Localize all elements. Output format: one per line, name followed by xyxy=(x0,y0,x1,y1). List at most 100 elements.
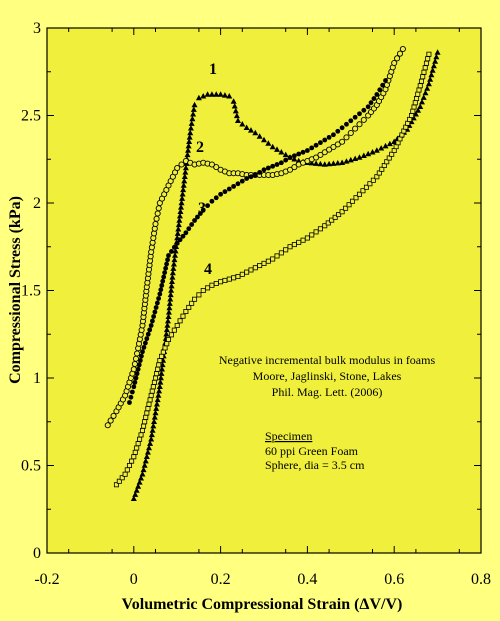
series-4-point xyxy=(162,345,168,351)
series-3-point xyxy=(257,169,263,175)
series-1-point xyxy=(230,98,237,104)
series-4-point xyxy=(261,260,267,266)
series-4-point xyxy=(171,327,177,333)
series-4-point xyxy=(412,100,418,106)
series-1-point xyxy=(178,199,185,206)
series-1-point xyxy=(175,226,182,232)
series-4-point xyxy=(139,427,145,433)
series-4-point xyxy=(414,96,420,102)
series-1-point xyxy=(144,449,151,455)
series-4-point xyxy=(418,78,424,84)
series-2-point xyxy=(356,121,363,128)
series-1-point xyxy=(141,462,148,468)
series-4-point xyxy=(353,195,359,201)
series-1-point xyxy=(428,71,435,78)
series-2-point xyxy=(399,45,406,53)
series-1-point xyxy=(386,140,393,147)
series-3-point xyxy=(287,155,293,160)
series-4-point xyxy=(287,244,293,250)
series-4-point xyxy=(180,313,186,319)
series-2-point xyxy=(110,412,117,419)
series-4-point xyxy=(157,357,163,363)
series-3-point xyxy=(169,249,174,254)
series-4-point xyxy=(132,449,138,455)
series-4-point xyxy=(135,441,141,447)
series-1-point xyxy=(181,177,188,184)
series-1-point xyxy=(187,125,194,131)
series-4-point xyxy=(410,108,416,114)
series-4-point xyxy=(239,271,245,277)
y-tick-label: 0 xyxy=(33,545,41,562)
series-1-point xyxy=(412,111,419,117)
series-1-point xyxy=(171,256,178,263)
series-2-point xyxy=(326,146,333,153)
series-4-point xyxy=(183,308,189,314)
series-3-point xyxy=(371,96,377,101)
series-2-point xyxy=(152,220,159,228)
series-3-point xyxy=(159,283,165,288)
series-2-point xyxy=(313,154,320,161)
plot-area xyxy=(47,28,481,553)
series-1-point xyxy=(334,159,341,166)
series-1-point xyxy=(155,392,162,398)
series-2-point xyxy=(134,350,141,357)
series-1-point xyxy=(282,151,289,158)
series-1-point xyxy=(166,300,173,306)
series-1-point xyxy=(165,309,172,315)
series-3-point xyxy=(209,198,215,204)
series-3-point xyxy=(140,349,145,355)
series-3-point xyxy=(235,181,241,187)
series-2-point xyxy=(352,125,359,132)
series-4-point xyxy=(149,388,155,394)
series-3-point xyxy=(222,189,228,195)
series-3-point xyxy=(163,265,169,271)
series-4-point xyxy=(218,279,224,285)
series-1-point xyxy=(417,103,424,109)
series-2-point xyxy=(208,161,215,168)
series-3-point xyxy=(300,149,306,155)
series-4-point xyxy=(425,56,431,62)
series-4-point xyxy=(156,362,162,368)
series-4-point xyxy=(420,74,426,80)
series-1-point xyxy=(378,145,385,151)
series-3-point xyxy=(195,214,200,220)
series-1-point xyxy=(256,133,263,139)
series-3-point xyxy=(309,145,315,151)
series-1-point xyxy=(185,147,192,153)
series-1-point xyxy=(180,182,187,188)
series-4-point xyxy=(192,296,198,302)
series-4-point xyxy=(363,184,369,190)
series-4-point xyxy=(146,401,152,407)
series-4-point xyxy=(174,322,180,328)
series-4-point xyxy=(257,263,263,269)
series-4-point xyxy=(145,406,151,412)
series-2-point xyxy=(391,59,398,67)
series-4-point xyxy=(186,304,192,310)
series-3-point xyxy=(322,137,328,143)
series-3-point xyxy=(131,384,137,390)
citation-line-2: Moore, Jaglinski, Stone, Lakes xyxy=(253,369,402,383)
series-4-point xyxy=(296,239,302,245)
series-4-point xyxy=(116,478,122,484)
series-4-point xyxy=(235,273,241,279)
y-tick-label: 0.5 xyxy=(21,458,41,475)
series-3-point xyxy=(158,287,164,293)
series-3-point xyxy=(180,233,186,239)
series-3-point xyxy=(318,140,323,146)
series-2-point xyxy=(343,134,350,141)
series-1-point xyxy=(190,106,197,112)
series-1-point xyxy=(415,107,422,113)
series-1-point xyxy=(153,401,160,407)
series-3-point xyxy=(161,274,167,280)
series-3-point xyxy=(368,100,374,106)
series-1-point xyxy=(143,453,150,459)
series-1-point xyxy=(365,150,372,157)
series-1-point xyxy=(425,80,432,87)
series-4-point xyxy=(164,341,170,347)
curve-label-2: 2 xyxy=(196,139,204,156)
series-2-point xyxy=(178,161,185,168)
series-3-point xyxy=(142,340,148,346)
series-4-point xyxy=(138,432,144,438)
series-1-point xyxy=(382,142,389,149)
series-1-point xyxy=(163,331,170,337)
